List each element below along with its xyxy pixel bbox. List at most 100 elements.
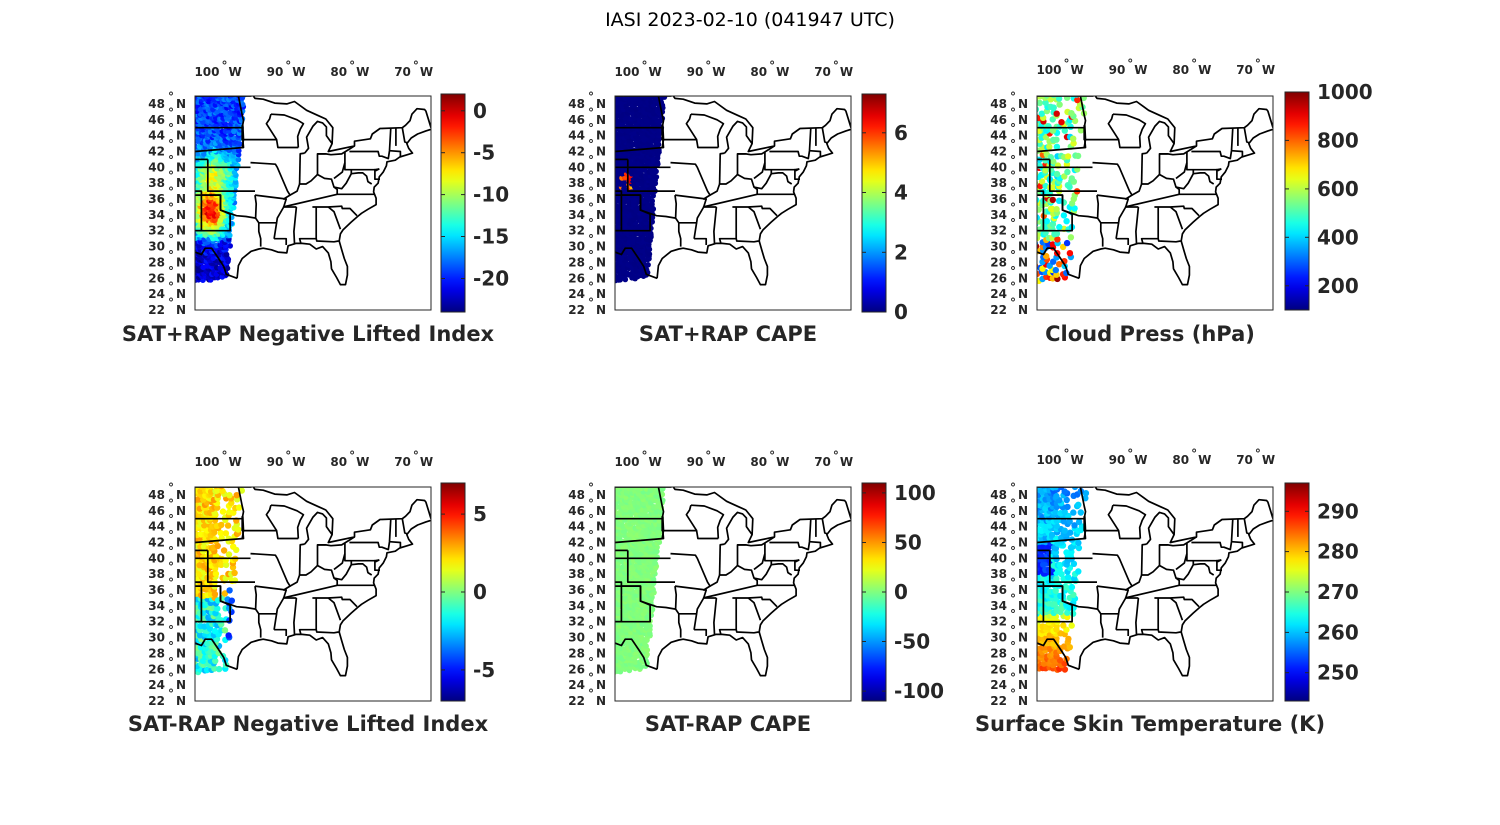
lon-tick-label: 70 <box>1236 453 1253 467</box>
lat-hemisphere: N <box>1018 208 1028 222</box>
data-point <box>1043 96 1051 99</box>
lat-tick-label: 36 <box>990 583 1007 597</box>
lat-tick-label: 44 <box>568 129 585 143</box>
lon-tick-label: 90 <box>1109 453 1126 467</box>
lat-hemisphere: N <box>176 176 186 190</box>
panel-title: Cloud Press (hPa) <box>1045 322 1255 346</box>
degree-mark: ° <box>833 59 839 73</box>
degree-mark: ° <box>588 264 594 278</box>
data-point <box>218 487 225 490</box>
data-point <box>1064 153 1072 160</box>
data-point <box>211 665 218 672</box>
panel-3: 100 ° W 90 ° W 80 ° W 70 ° W48 ° N46 ° N44 ° N42 ° N40 ° N38 °… <box>990 57 1372 346</box>
degree-mark: ° <box>1010 106 1016 120</box>
data-point <box>1037 196 1040 204</box>
colorbar-tick-label: 260 <box>1317 620 1359 644</box>
degree-mark: ° <box>168 671 174 685</box>
lat-tick-label: 26 <box>148 662 165 676</box>
lat-hemisphere: N <box>1018 271 1028 285</box>
state-border <box>333 162 346 180</box>
data-point <box>1060 212 1068 219</box>
panel-title: SAT+RAP CAPE <box>639 322 817 346</box>
lat-tick-label: 22 <box>148 303 165 317</box>
degree-mark: ° <box>588 106 594 120</box>
lat-tick-label: 32 <box>568 615 585 629</box>
data-point <box>622 276 629 283</box>
data-point <box>200 264 206 271</box>
colorbar-tick-label: 100 <box>894 481 936 505</box>
degree-mark: ° <box>769 59 775 73</box>
lat-tick-label: 44 <box>990 520 1007 534</box>
state-border <box>694 237 708 245</box>
data-point <box>1049 184 1057 191</box>
lat-hemisphere: N <box>1018 176 1028 190</box>
data-point <box>1075 539 1082 547</box>
degree-mark: ° <box>1010 576 1016 590</box>
data-point <box>214 504 221 511</box>
lat-hemisphere: N <box>1018 615 1028 629</box>
degree-mark: ° <box>588 497 594 511</box>
data-point <box>217 529 224 537</box>
data-point <box>1080 96 1087 102</box>
data-point <box>220 547 228 554</box>
data-point <box>1068 622 1075 629</box>
degree-mark: ° <box>588 624 594 638</box>
lat-tick-label: 30 <box>148 240 165 254</box>
lon-hemisphere: W <box>356 65 369 79</box>
lat-hemisphere: N <box>1018 520 1028 534</box>
data-point <box>1054 236 1061 243</box>
lat-hemisphere: N <box>596 287 606 301</box>
state-border <box>299 152 305 155</box>
degree-mark: ° <box>168 169 174 183</box>
lon-tick-label: 100 <box>194 65 219 79</box>
state-border <box>1154 205 1200 217</box>
data-point <box>224 522 232 529</box>
lat-tick-label: 46 <box>990 113 1007 127</box>
lat-hemisphere: N <box>1018 631 1028 645</box>
degree-mark: ° <box>588 529 594 543</box>
lat-tick-label: 40 <box>568 160 585 174</box>
state-border <box>1141 152 1147 155</box>
colorbar-tick-label: 50 <box>894 531 922 555</box>
degree-mark: ° <box>1255 447 1261 461</box>
lat-hemisphere: N <box>596 271 606 285</box>
data-point <box>1075 568 1082 575</box>
lon-hemisphere: W <box>712 455 725 469</box>
lat-hemisphere: N <box>596 129 606 143</box>
degree-mark: ° <box>1010 153 1016 167</box>
lat-tick-label: 40 <box>990 551 1007 565</box>
data-point <box>1053 136 1060 143</box>
degree-mark: ° <box>642 59 648 73</box>
data-point <box>1071 117 1079 125</box>
data-point <box>1063 584 1070 591</box>
degree-mark: ° <box>588 185 594 199</box>
state-border <box>195 96 431 153</box>
lat-hemisphere: N <box>596 583 606 597</box>
lat-tick-label: 38 <box>990 567 1007 581</box>
degree-mark: ° <box>168 513 174 527</box>
state-border <box>1140 207 1160 244</box>
data-point <box>214 542 221 550</box>
lat-hemisphere: N <box>176 224 186 238</box>
degree-mark: ° <box>413 59 419 73</box>
lon-hemisphere: W <box>840 65 853 79</box>
lon-tick-label: 80 <box>330 455 347 469</box>
lon-hemisphere: W <box>1262 63 1275 77</box>
lat-tick-label: 40 <box>148 160 165 174</box>
degree-mark: ° <box>222 449 228 463</box>
lat-hemisphere: N <box>1018 287 1028 301</box>
degree-mark: ° <box>168 122 174 136</box>
data-point <box>635 135 642 141</box>
lon-tick-label: 80 <box>330 65 347 79</box>
colorbar-tick-label: 0 <box>894 580 908 604</box>
degree-mark: ° <box>1010 624 1016 638</box>
state-border <box>333 173 353 190</box>
degree-mark: ° <box>588 655 594 669</box>
data-point <box>227 243 233 249</box>
panel-title: SAT-RAP CAPE <box>645 712 811 736</box>
lon-hemisphere: W <box>229 65 242 79</box>
lat-hemisphere: N <box>1018 694 1028 708</box>
lat-tick-label: 36 <box>148 192 165 206</box>
degree-mark: ° <box>168 639 174 653</box>
lat-hemisphere: N <box>1018 646 1028 660</box>
